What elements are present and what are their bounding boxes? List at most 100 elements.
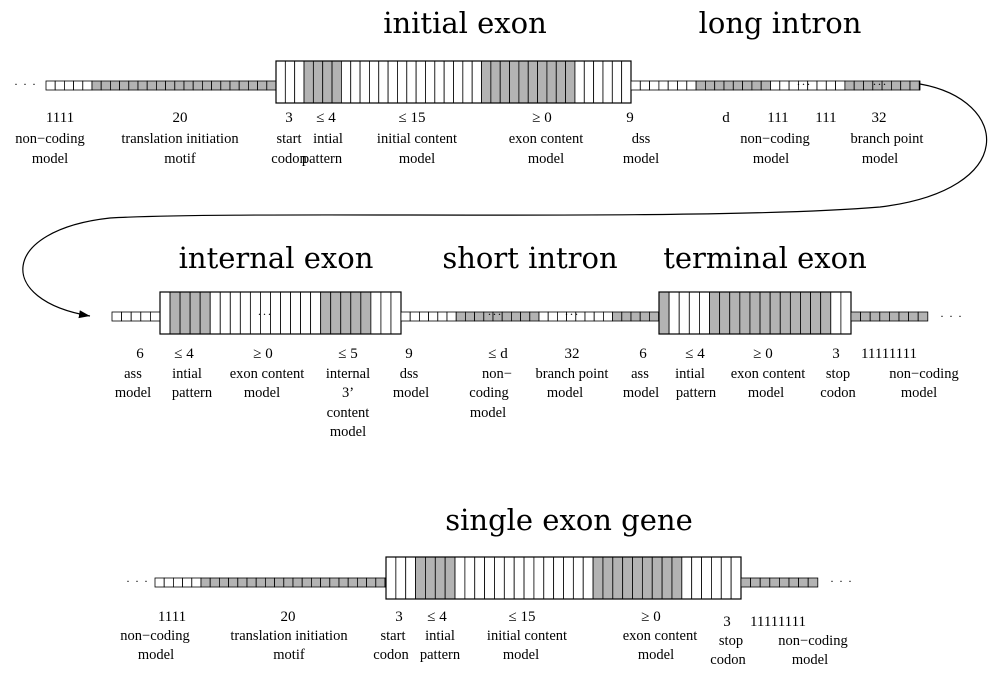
label-text: model xyxy=(528,151,564,167)
label-number: 32 xyxy=(872,110,887,126)
labels-initial-exon: 1111 non−coding model 20 translation ini… xyxy=(15,110,659,167)
state-cell xyxy=(246,577,257,588)
single-exon-cell xyxy=(651,556,663,600)
intron-cell xyxy=(667,80,678,91)
label-text: non−coding xyxy=(15,131,84,147)
terminal-exon-cell xyxy=(739,291,751,335)
state-cell xyxy=(274,577,285,588)
label-text: exon content xyxy=(509,131,584,147)
single-exon-cell xyxy=(513,556,525,600)
label-text: model xyxy=(32,151,68,167)
noncoding-cell xyxy=(908,311,919,322)
initial-exon-cell xyxy=(303,60,314,104)
ass-cell xyxy=(149,311,161,322)
labels-single-exon-gene: 1111 non−coding model 20 translation ini… xyxy=(120,609,847,668)
initial-exon-cell xyxy=(284,60,296,104)
state-cell xyxy=(218,577,229,588)
internal-exon-cell xyxy=(310,291,322,335)
label-text: model xyxy=(244,385,280,401)
label-text: translation initiation xyxy=(121,131,239,147)
label-text: codon xyxy=(373,647,409,663)
state-cell xyxy=(356,577,367,588)
state-cell xyxy=(192,80,203,91)
internal-exon-cell xyxy=(280,291,291,335)
title-internal-exon: internal exon xyxy=(179,241,374,275)
label-text: intial xyxy=(675,366,705,382)
internal-exon-cell xyxy=(390,291,402,335)
title-long-intron: long intron xyxy=(699,6,862,40)
initial-exon-cell xyxy=(593,60,604,104)
internal-exon-cell xyxy=(219,291,231,335)
intron-cell xyxy=(686,80,697,91)
label-text: start xyxy=(381,628,406,644)
intron-cell xyxy=(825,80,836,91)
single-exon-cell xyxy=(405,556,416,600)
label-text: model xyxy=(748,385,784,401)
intron-cell xyxy=(844,80,855,91)
single-exon-cell xyxy=(415,556,426,600)
label-text: intial xyxy=(425,628,455,644)
label-number: ≤ 4 xyxy=(316,110,336,126)
label-text: motif xyxy=(273,647,305,663)
label-text: model xyxy=(638,647,674,663)
initial-exon-cell xyxy=(387,60,398,104)
internal-exon-cell xyxy=(179,291,191,335)
terminal-exon-cell xyxy=(688,291,700,335)
label-text: exon content xyxy=(623,628,698,644)
single-exon-cell xyxy=(632,556,643,600)
initial-exon-cell xyxy=(471,60,482,104)
ellipsis-row1-left: · · · xyxy=(14,77,37,91)
initial-exon-cell xyxy=(555,60,567,104)
intron-cell xyxy=(639,80,650,91)
initial-exon-cell xyxy=(275,60,286,104)
label-text: initial content xyxy=(377,131,457,147)
label-text: model xyxy=(503,647,539,663)
single-exon-cell xyxy=(484,556,495,600)
state-cell xyxy=(211,80,222,91)
intron-cell xyxy=(474,311,485,322)
initial-exon-cell xyxy=(462,60,473,104)
label-text: pattern xyxy=(420,647,461,663)
single-exon-cell xyxy=(503,556,515,600)
ass-cell xyxy=(121,311,132,322)
label-text: exon content xyxy=(230,366,305,382)
terminal-exon-cell xyxy=(779,291,791,335)
intron-cell xyxy=(418,311,429,322)
state-cell xyxy=(347,577,358,588)
label-text: branch point xyxy=(536,366,609,382)
single-exon-cell xyxy=(533,556,545,600)
terminal-exon-cell xyxy=(699,291,710,335)
noncoding-cell xyxy=(769,577,780,588)
label-text: branch point xyxy=(851,131,924,147)
title-single-exon-gene: single exon gene xyxy=(445,503,693,537)
terminal-exon-cell xyxy=(840,291,852,335)
state-cell xyxy=(100,80,111,91)
label-number: 1111 xyxy=(158,609,186,625)
label-text: pattern xyxy=(676,385,717,401)
terminal-exon-cell xyxy=(729,291,741,335)
intron-cell xyxy=(760,80,771,91)
intron-cell xyxy=(639,311,650,322)
gap-dots: ··· xyxy=(565,307,580,321)
initial-exon-cell xyxy=(565,60,576,104)
label-number: ≤ 4 xyxy=(427,609,447,625)
noncoding-cell xyxy=(807,577,819,588)
label-number: ≥ 0 xyxy=(753,346,772,362)
noncoding-cell xyxy=(779,577,790,588)
label-text: content xyxy=(327,405,370,421)
state-cell xyxy=(292,577,303,588)
state-cell xyxy=(155,80,166,91)
title-initial-exon: initial exon xyxy=(383,6,547,40)
single-exon-cell xyxy=(730,556,742,600)
intron-cell xyxy=(751,80,762,91)
intron-cell xyxy=(630,311,641,322)
title-short-intron: short intron xyxy=(442,241,617,275)
internal-exon-cell xyxy=(320,291,332,335)
state-cell xyxy=(110,80,121,91)
initial-exon-cell xyxy=(509,60,520,104)
label-number: 32 xyxy=(565,346,580,362)
internal-exon-cell xyxy=(300,291,312,335)
internal-exon-cell xyxy=(330,291,342,335)
terminal-exon-cell xyxy=(678,291,690,335)
label-text: pattern xyxy=(302,151,343,167)
